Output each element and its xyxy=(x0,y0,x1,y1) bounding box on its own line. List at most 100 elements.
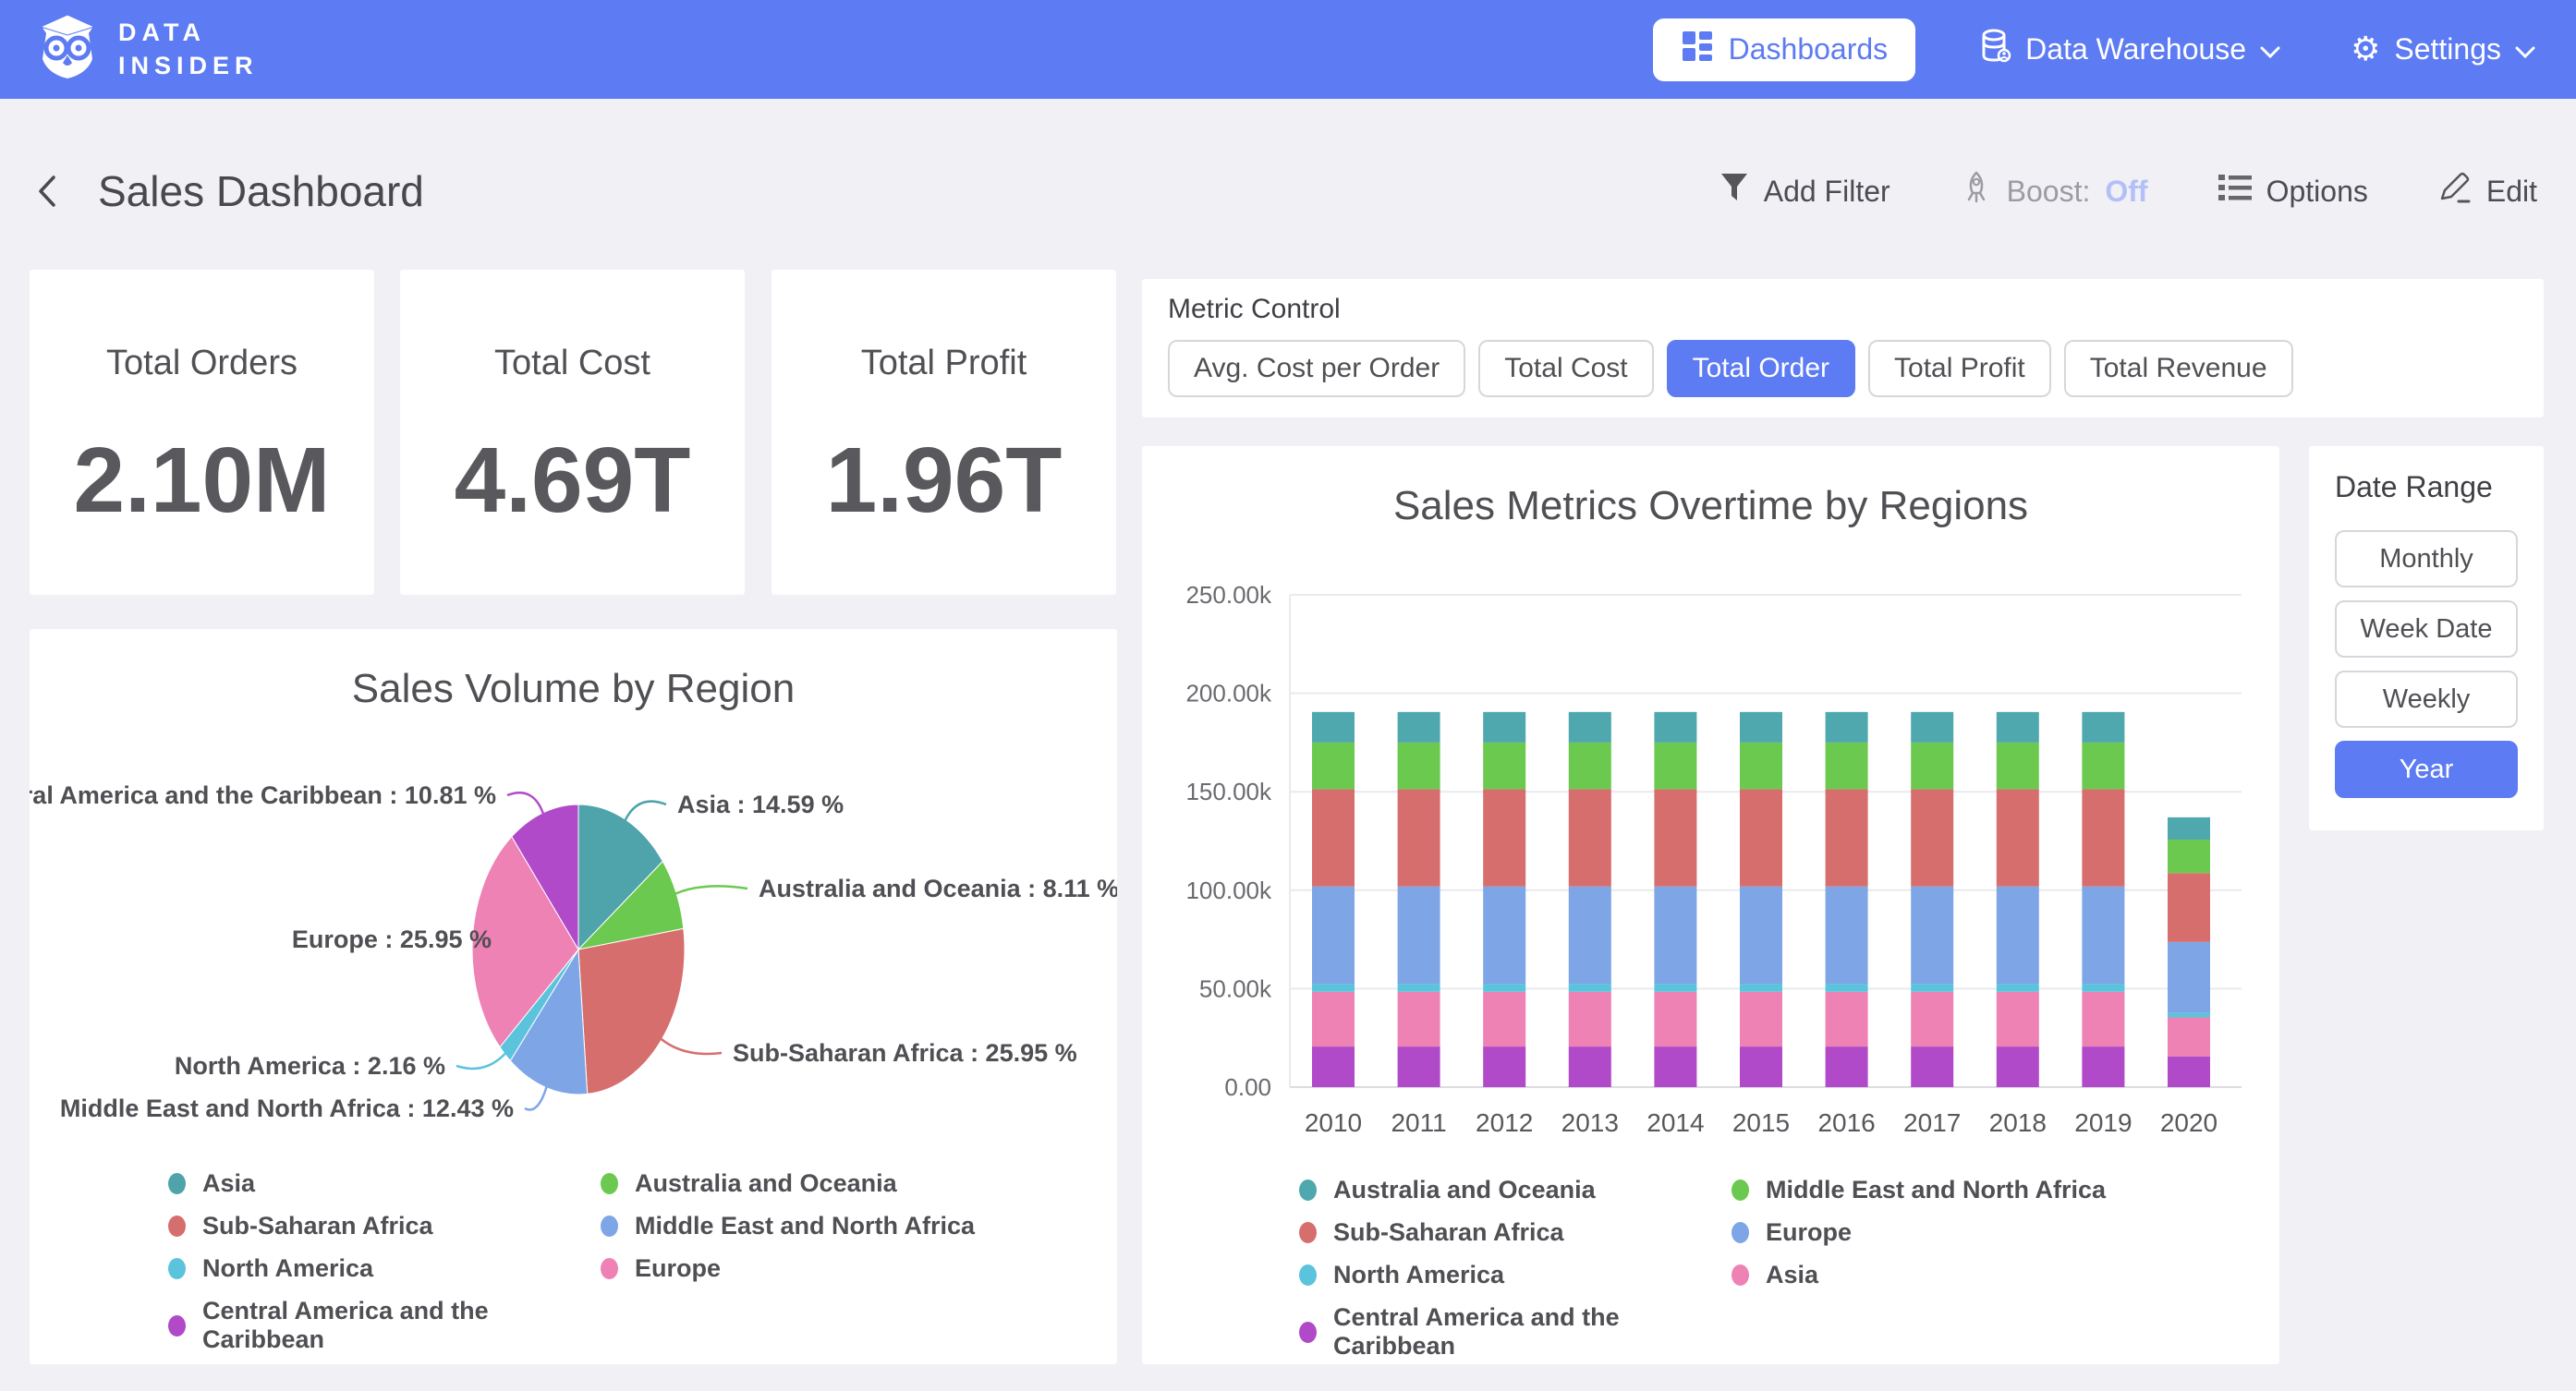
legend-item-asia[interactable]: Asia xyxy=(168,1169,601,1198)
bar-segment-2018-north-america[interactable] xyxy=(1997,984,2039,992)
bar-segment-2014-central-america-and-the-caribbean[interactable] xyxy=(1654,1046,1696,1087)
bar-segment-2012-central-america-and-the-caribbean[interactable] xyxy=(1483,1046,1525,1087)
bar-segment-2013-europe[interactable] xyxy=(1569,887,1611,984)
bar-segment-2020-middle-east-and-north-africa[interactable] xyxy=(2168,840,2210,873)
bar-segment-2019-asia[interactable] xyxy=(2082,992,2124,1046)
bar-segment-2019-north-america[interactable] xyxy=(2082,984,2124,992)
bar-segment-2016-north-america[interactable] xyxy=(1826,984,1868,992)
bar-segment-2017-central-america-and-the-caribbean[interactable] xyxy=(1911,1046,1953,1087)
bar-segment-2015-central-america-and-the-caribbean[interactable] xyxy=(1740,1046,1782,1087)
legend-item-sub-saharan-africa[interactable]: Sub-Saharan Africa xyxy=(1299,1218,1732,1247)
bar-segment-2020-europe[interactable] xyxy=(2168,942,2210,1013)
back-button[interactable] xyxy=(33,173,61,210)
bar-segment-2015-australia-and-oceania[interactable] xyxy=(1740,712,1782,743)
bar-segment-2014-middle-east-and-north-africa[interactable] xyxy=(1654,743,1696,790)
bar-segment-2018-middle-east-and-north-africa[interactable] xyxy=(1997,743,2039,790)
bar-segment-2016-australia-and-oceania[interactable] xyxy=(1826,712,1868,743)
bar-segment-2017-north-america[interactable] xyxy=(1911,984,1953,992)
bar-segment-2019-sub-saharan-africa[interactable] xyxy=(2082,789,2124,886)
bar-segment-2010-europe[interactable] xyxy=(1312,887,1355,984)
bar-segment-2018-central-america-and-the-caribbean[interactable] xyxy=(1997,1046,2039,1087)
bar-segment-2013-asia[interactable] xyxy=(1569,992,1611,1046)
bar-segment-2019-middle-east-and-north-africa[interactable] xyxy=(2082,743,2124,790)
legend-item-central-america-and-the-caribbean[interactable]: Central America and the Caribbean xyxy=(168,1297,601,1354)
bar-segment-2011-asia[interactable] xyxy=(1398,992,1440,1046)
bar-segment-2014-australia-and-oceania[interactable] xyxy=(1654,712,1696,743)
date-range-button-monthly[interactable]: Monthly xyxy=(2335,530,2518,587)
nav-data-warehouse-button[interactable]: Data Warehouse xyxy=(1975,28,2286,72)
bar-segment-2011-north-america[interactable] xyxy=(1398,984,1440,992)
bar-segment-2015-europe[interactable] xyxy=(1740,887,1782,984)
options-button[interactable]: Options xyxy=(2213,173,2374,210)
date-range-button-year[interactable]: Year xyxy=(2335,741,2518,798)
bar-segment-2014-europe[interactable] xyxy=(1654,887,1696,984)
bar-segment-2013-middle-east-and-north-africa[interactable] xyxy=(1569,743,1611,790)
bar-segment-2013-north-america[interactable] xyxy=(1569,984,1611,992)
bar-segment-2013-sub-saharan-africa[interactable] xyxy=(1569,789,1611,886)
bar-segment-2012-europe[interactable] xyxy=(1483,887,1525,984)
legend-item-australia-and-oceania[interactable]: Australia and Oceania xyxy=(1299,1176,1732,1204)
bar-segment-2013-central-america-and-the-caribbean[interactable] xyxy=(1569,1046,1611,1087)
date-range-button-weekly[interactable]: Weekly xyxy=(2335,671,2518,728)
nav-settings-button[interactable]: ⚙ Settings xyxy=(2345,31,2541,67)
bar-segment-2010-central-america-and-the-caribbean[interactable] xyxy=(1312,1046,1355,1087)
bar-segment-2020-north-america[interactable] xyxy=(2168,1013,2210,1018)
bar-segment-2016-middle-east-and-north-africa[interactable] xyxy=(1826,743,1868,790)
date-range-button-week-date[interactable]: Week Date xyxy=(2335,600,2518,658)
bar-segment-2017-australia-and-oceania[interactable] xyxy=(1911,712,1953,743)
bar-segment-2017-sub-saharan-africa[interactable] xyxy=(1911,789,1953,886)
legend-item-asia[interactable]: Asia xyxy=(1732,1261,2106,1289)
bar-segment-2010-north-america[interactable] xyxy=(1312,984,1355,992)
metric-button-avg-cost-per-order[interactable]: Avg. Cost per Order xyxy=(1168,340,1465,397)
legend-item-middle-east-and-north-africa[interactable]: Middle East and North Africa xyxy=(1732,1176,2106,1204)
bar-segment-2016-asia[interactable] xyxy=(1826,992,1868,1046)
bar-segment-2018-sub-saharan-africa[interactable] xyxy=(1997,789,2039,886)
nav-dashboards-button[interactable]: Dashboards xyxy=(1653,18,1916,81)
metric-button-total-order[interactable]: Total Order xyxy=(1667,340,1855,397)
pie-slice-sub-saharan-africa[interactable] xyxy=(578,928,685,1094)
bar-segment-2019-central-america-and-the-caribbean[interactable] xyxy=(2082,1046,2124,1087)
bar-segment-2011-middle-east-and-north-africa[interactable] xyxy=(1398,743,1440,790)
bar-segment-2018-europe[interactable] xyxy=(1997,887,2039,984)
bar-segment-2020-sub-saharan-africa[interactable] xyxy=(2168,873,2210,942)
bar-segment-2015-asia[interactable] xyxy=(1740,992,1782,1046)
legend-item-europe[interactable]: Europe xyxy=(601,1254,975,1283)
legend-item-sub-saharan-africa[interactable]: Sub-Saharan Africa xyxy=(168,1212,601,1240)
bar-segment-2012-middle-east-and-north-africa[interactable] xyxy=(1483,743,1525,790)
legend-item-north-america[interactable]: North America xyxy=(168,1254,601,1283)
bar-segment-2016-central-america-and-the-caribbean[interactable] xyxy=(1826,1046,1868,1087)
bar-segment-2011-sub-saharan-africa[interactable] xyxy=(1398,789,1440,886)
bar-segment-2014-sub-saharan-africa[interactable] xyxy=(1654,789,1696,886)
bar-segment-2014-asia[interactable] xyxy=(1654,992,1696,1046)
bar-segment-2012-north-america[interactable] xyxy=(1483,984,1525,992)
bar-segment-2018-australia-and-oceania[interactable] xyxy=(1997,712,2039,743)
edit-button[interactable]: Edit xyxy=(2433,170,2543,212)
bar-segment-2012-sub-saharan-africa[interactable] xyxy=(1483,789,1525,886)
bar-segment-2011-europe[interactable] xyxy=(1398,887,1440,984)
bar-segment-2016-sub-saharan-africa[interactable] xyxy=(1826,789,1868,886)
bar-segment-2010-middle-east-and-north-africa[interactable] xyxy=(1312,743,1355,790)
bar-segment-2012-asia[interactable] xyxy=(1483,992,1525,1046)
bar-segment-2019-australia-and-oceania[interactable] xyxy=(2082,712,2124,743)
bar-segment-2017-europe[interactable] xyxy=(1911,887,1953,984)
bar-segment-2011-australia-and-oceania[interactable] xyxy=(1398,712,1440,743)
bar-segment-2013-australia-and-oceania[interactable] xyxy=(1569,712,1611,743)
bar-segment-2015-sub-saharan-africa[interactable] xyxy=(1740,789,1782,886)
bar-segment-2020-australia-and-oceania[interactable] xyxy=(2168,817,2210,840)
legend-item-europe[interactable]: Europe xyxy=(1732,1218,2106,1247)
bar-segment-2020-asia[interactable] xyxy=(2168,1018,2210,1057)
bar-segment-2018-asia[interactable] xyxy=(1997,992,2039,1046)
bar-segment-2020-central-america-and-the-caribbean[interactable] xyxy=(2168,1057,2210,1087)
bar-segment-2011-central-america-and-the-caribbean[interactable] xyxy=(1398,1046,1440,1087)
bar-segment-2019-europe[interactable] xyxy=(2082,887,2124,984)
bar-segment-2012-australia-and-oceania[interactable] xyxy=(1483,712,1525,743)
bar-segment-2016-europe[interactable] xyxy=(1826,887,1868,984)
bar-segment-2010-asia[interactable] xyxy=(1312,992,1355,1046)
metric-button-total-profit[interactable]: Total Profit xyxy=(1868,340,2051,397)
metric-button-total-revenue[interactable]: Total Revenue xyxy=(2064,340,2293,397)
bar-segment-2010-sub-saharan-africa[interactable] xyxy=(1312,789,1355,886)
bar-segment-2017-asia[interactable] xyxy=(1911,992,1953,1046)
bar-segment-2010-australia-and-oceania[interactable] xyxy=(1312,712,1355,743)
add-filter-button[interactable]: Add Filter xyxy=(1714,171,1896,212)
bar-segment-2017-middle-east-and-north-africa[interactable] xyxy=(1911,743,1953,790)
